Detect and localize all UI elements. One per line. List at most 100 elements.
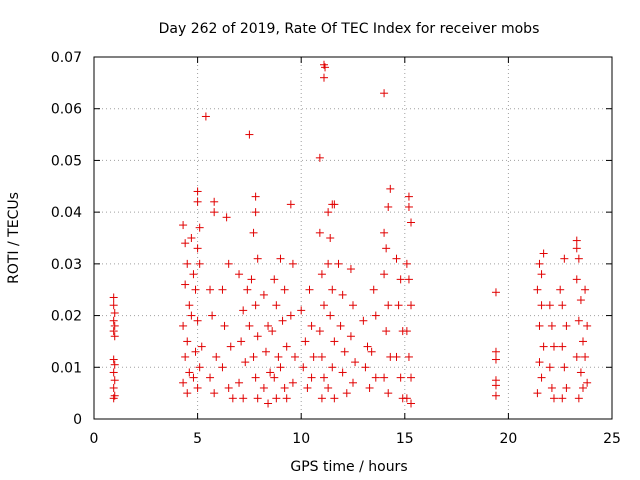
data-point: [110, 332, 119, 341]
data-point: [581, 352, 590, 361]
data-point: [228, 394, 237, 403]
data-point: [208, 311, 217, 320]
x-axis-label: GPS time / hours: [290, 459, 407, 475]
data-point: [491, 347, 500, 356]
data-point: [109, 301, 118, 310]
y-axis: 0 0.01 0.02 0.03 0.04 0.05 0.06 0.07: [51, 50, 612, 428]
data-point: [537, 373, 546, 382]
data-point: [224, 383, 233, 392]
data-point: [261, 347, 270, 356]
data-point: [549, 394, 558, 403]
data-point: [270, 275, 279, 284]
data-point: [109, 316, 118, 325]
data-point: [537, 270, 546, 279]
data-point: [328, 285, 337, 294]
data-point: [583, 321, 592, 330]
data-point: [560, 254, 569, 263]
data-point: [109, 368, 118, 377]
data-point: [549, 342, 558, 351]
data-point: [572, 352, 581, 361]
data-point: [210, 389, 219, 398]
data-point: [380, 373, 389, 382]
data-point: [307, 373, 316, 382]
data-point: [321, 63, 330, 72]
data-point: [315, 228, 324, 237]
data-point: [404, 352, 413, 361]
x-tick-label: 0: [90, 431, 99, 447]
data-point: [560, 363, 569, 372]
data-point: [319, 301, 328, 310]
data-point: [224, 259, 233, 268]
data-point: [330, 200, 339, 209]
data-point: [290, 352, 299, 361]
data-point: [535, 259, 544, 268]
data-point: [324, 208, 333, 217]
data-point: [210, 197, 219, 206]
data-point: [245, 321, 254, 330]
data-point: [239, 394, 248, 403]
data-point: [110, 321, 119, 330]
data-point: [276, 363, 285, 372]
data-point: [193, 383, 202, 392]
data-point: [545, 363, 554, 372]
data-point: [251, 192, 260, 201]
data-point: [317, 270, 326, 279]
data-point: [197, 342, 206, 351]
chart-title: Day 262 of 2019, Rate Of TEC Index for r…: [159, 21, 540, 37]
data-point: [110, 376, 119, 385]
data-point: [181, 352, 190, 361]
data-point: [220, 321, 229, 330]
data-point: [407, 218, 416, 227]
data-point: [330, 337, 339, 346]
y-tick-label: 0.03: [51, 257, 82, 273]
data-point: [535, 358, 544, 367]
data-point: [259, 290, 268, 299]
data-point: [189, 373, 198, 382]
data-points: [109, 60, 592, 408]
data-point: [183, 259, 192, 268]
data-point: [340, 347, 349, 356]
data-point: [491, 355, 500, 364]
data-point: [299, 363, 308, 372]
data-point: [562, 383, 571, 392]
y-tick-label: 0.07: [51, 50, 82, 66]
data-point: [280, 285, 289, 294]
data-point: [363, 342, 372, 351]
data-point: [181, 239, 190, 248]
data-point: [326, 311, 335, 320]
data-point: [235, 270, 244, 279]
data-point: [558, 342, 567, 351]
data-point: [301, 337, 310, 346]
data-point: [187, 234, 196, 242]
data-point: [315, 153, 324, 162]
data-point: [328, 363, 337, 372]
data-point: [558, 301, 567, 310]
data-point: [338, 290, 347, 299]
data-point: [396, 373, 405, 382]
data-point: [195, 223, 204, 232]
data-point: [583, 378, 592, 387]
data-point: [305, 285, 314, 294]
data-point: [533, 389, 542, 398]
data-point: [276, 254, 285, 263]
data-point: [547, 321, 556, 330]
data-point: [206, 285, 215, 294]
data-point: [396, 275, 405, 284]
data-point: [319, 73, 328, 82]
data-point: [572, 236, 581, 245]
data-point: [210, 208, 219, 217]
data-point: [535, 321, 544, 330]
data-point: [286, 200, 295, 209]
data-point: [407, 373, 416, 382]
data-point: [384, 301, 393, 310]
data-point: [336, 321, 345, 330]
data-point: [491, 288, 500, 297]
data-point: [191, 347, 200, 356]
data-point: [212, 352, 221, 361]
data-point: [342, 389, 351, 398]
data-point: [272, 301, 281, 310]
data-point: [183, 337, 192, 346]
data-point: [404, 275, 413, 284]
data-point: [380, 228, 389, 237]
